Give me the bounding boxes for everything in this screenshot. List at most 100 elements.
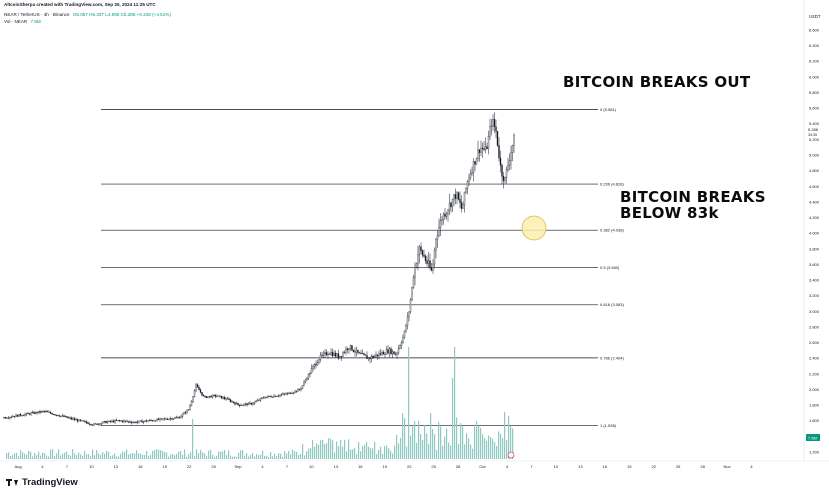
candle-body (343, 352, 346, 353)
candle-body (424, 256, 427, 261)
candle-body (418, 246, 421, 255)
candle-body (88, 423, 91, 425)
countdown-label: 34:35 (808, 133, 817, 137)
candle-body (325, 352, 328, 356)
volume-bar (170, 454, 172, 459)
volume-bar (512, 428, 514, 459)
candle-body (361, 353, 364, 355)
candle-body (169, 418, 172, 420)
volume-bar (78, 452, 80, 459)
x-tick-label: 16 (603, 464, 608, 469)
x-tick-label: 7 (66, 464, 69, 469)
candle-body (100, 422, 103, 425)
candle-body (181, 413, 184, 417)
volume-bar (440, 426, 442, 459)
candle-body (190, 401, 193, 406)
volume-bar (434, 434, 436, 459)
candle-body (96, 423, 98, 425)
candle-body (144, 420, 146, 422)
candle-body (346, 348, 349, 351)
volume-legend[interactable]: Vol · NEAR 7.5M (4, 19, 41, 24)
tradingview-logo[interactable]: TradingView (6, 477, 78, 488)
volume-bar (338, 446, 340, 459)
volume-bar (498, 431, 500, 459)
volume-bar (40, 455, 42, 459)
volume-bar (274, 453, 276, 459)
candle-body (426, 260, 428, 264)
candle-body (132, 422, 134, 424)
candle-body (303, 381, 305, 386)
candle-body (61, 415, 64, 417)
candle-body (127, 421, 130, 423)
y-tick-label: 1.600 (809, 418, 820, 423)
x-tick-label: Oct (479, 464, 486, 469)
volume-bar (128, 454, 130, 459)
volume-bar (340, 440, 342, 459)
candle-body (382, 352, 385, 355)
candle-body (444, 213, 446, 217)
candle-body (507, 164, 509, 170)
y-tick-label: 4.400 (809, 199, 820, 204)
candle-body (223, 397, 226, 399)
y-tick-label: 4.800 (809, 168, 820, 173)
volume-bar (38, 451, 40, 459)
volume-bar (302, 444, 304, 459)
volume-bar (398, 443, 400, 459)
candle-body (301, 384, 304, 389)
candle-body (9, 416, 11, 419)
volume-bar (278, 453, 280, 459)
volume-bar (122, 451, 124, 459)
y-tick-label: 3.200 (809, 293, 820, 298)
candle-body (6, 417, 8, 419)
fib-level-label: 0 (5.581) (600, 107, 617, 112)
highlight-circle[interactable] (521, 215, 547, 241)
volume-bar (318, 444, 320, 459)
volume-bar (174, 455, 176, 459)
x-tick-label: 22 (187, 464, 192, 469)
event-marker-icon[interactable] (507, 451, 515, 459)
symbol-legend[interactable]: NEAR / TetherUS · 4h · Binance O5.057 H5… (4, 12, 171, 17)
volume-bar (172, 454, 174, 459)
candle-body (163, 418, 166, 420)
candle-body (393, 351, 395, 355)
volume-bar (246, 453, 248, 459)
volume-bar (448, 442, 450, 459)
volume-bar (332, 440, 334, 459)
candle-body (277, 395, 280, 397)
volume-bar (26, 454, 28, 459)
volume-bar (48, 456, 50, 459)
candle-body (295, 390, 298, 392)
volume-bar (354, 448, 356, 459)
candle-body (474, 161, 476, 165)
candle-body (225, 398, 227, 400)
volume-bar (248, 456, 250, 459)
volume-bar (228, 450, 230, 459)
candle-body (220, 395, 223, 399)
volume-bar (154, 450, 156, 459)
volume-bar (450, 445, 452, 459)
volume-bar (142, 454, 144, 459)
volume-bar (206, 455, 208, 459)
candle-body (439, 220, 442, 228)
candle-body (235, 402, 238, 405)
candle-body (39, 411, 41, 413)
candle-body (261, 397, 263, 399)
volume-bar (42, 452, 44, 459)
candle-body (150, 419, 152, 421)
volume-bar (214, 456, 216, 459)
volume-bar (366, 441, 368, 459)
candle-body (483, 148, 485, 150)
x-tick-label: Sep (234, 464, 242, 469)
candle-body (3, 417, 5, 419)
candle-body (420, 246, 422, 251)
candle-body (411, 287, 413, 300)
candle-body (211, 395, 214, 398)
volume-bar (268, 456, 270, 459)
candle-body (187, 409, 190, 411)
candle-body (4, 417, 7, 419)
candle-body (399, 345, 401, 349)
volume-bar (370, 447, 372, 459)
volume-bar (186, 456, 188, 459)
candle-body (331, 352, 334, 357)
